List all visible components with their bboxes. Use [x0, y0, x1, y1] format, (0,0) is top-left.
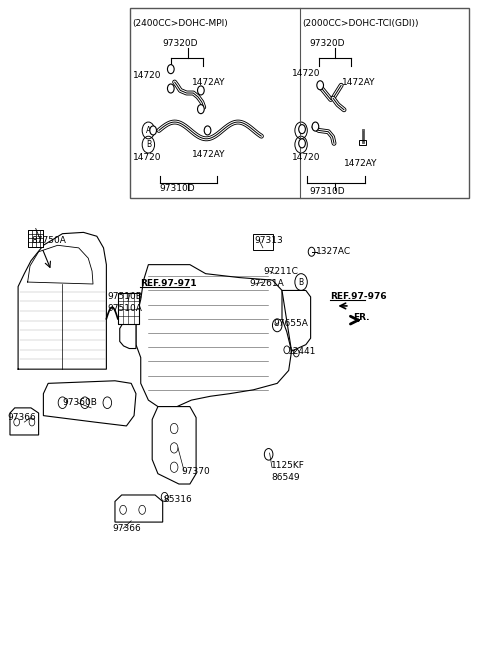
Text: 97211C: 97211C	[263, 266, 298, 275]
Text: 1472AY: 1472AY	[344, 159, 377, 168]
Circle shape	[299, 124, 305, 133]
Circle shape	[273, 319, 282, 332]
Bar	[118, 293, 139, 324]
Polygon shape	[115, 495, 163, 522]
Bar	[130, 8, 469, 198]
Circle shape	[170, 443, 178, 453]
Text: 97261A: 97261A	[250, 279, 284, 288]
Text: B: B	[299, 140, 304, 149]
Circle shape	[29, 418, 35, 426]
Text: FR.: FR.	[354, 313, 370, 322]
Text: 86549: 86549	[271, 473, 300, 482]
Polygon shape	[120, 319, 136, 349]
Circle shape	[299, 139, 305, 148]
Polygon shape	[152, 406, 196, 484]
Text: 97510A: 97510A	[108, 304, 142, 313]
Text: 97366: 97366	[112, 524, 141, 533]
Circle shape	[120, 505, 126, 515]
Circle shape	[168, 65, 174, 74]
Bar	[359, 140, 366, 145]
Circle shape	[58, 397, 67, 408]
Circle shape	[170, 462, 178, 472]
Circle shape	[161, 492, 168, 502]
Circle shape	[312, 122, 319, 131]
Text: A: A	[299, 126, 304, 135]
Polygon shape	[10, 408, 38, 435]
Text: 1472AY: 1472AY	[192, 150, 226, 159]
Text: (2400CC>DOHC-MPI): (2400CC>DOHC-MPI)	[132, 19, 228, 29]
Circle shape	[168, 84, 174, 93]
Circle shape	[264, 448, 273, 460]
Circle shape	[308, 248, 315, 256]
Text: 97320D: 97320D	[310, 39, 345, 48]
Text: 97360B: 97360B	[62, 399, 97, 407]
Text: 97366: 97366	[7, 413, 36, 422]
Text: 1327AC: 1327AC	[316, 248, 351, 256]
Text: 14720: 14720	[132, 71, 161, 80]
Text: (2000CC>DOHC-TCI(GDI)): (2000CC>DOHC-TCI(GDI))	[302, 19, 419, 29]
Text: 97655A: 97655A	[274, 319, 308, 329]
Bar	[28, 230, 43, 247]
Text: REF.97-976: REF.97-976	[330, 292, 386, 301]
Text: 97310D: 97310D	[159, 184, 195, 193]
Circle shape	[81, 397, 89, 408]
Circle shape	[150, 126, 156, 135]
Text: 1125KF: 1125KF	[271, 461, 305, 470]
Circle shape	[198, 86, 204, 95]
Circle shape	[139, 505, 145, 515]
Text: B: B	[299, 277, 304, 286]
Text: A: A	[146, 126, 151, 135]
Text: 14720: 14720	[132, 153, 161, 162]
Circle shape	[293, 349, 299, 357]
Circle shape	[204, 126, 211, 135]
Polygon shape	[282, 290, 311, 351]
Text: 14720: 14720	[292, 69, 320, 78]
Circle shape	[198, 104, 204, 113]
Polygon shape	[136, 264, 291, 406]
Circle shape	[284, 346, 289, 354]
Text: 87750A: 87750A	[31, 236, 66, 245]
Text: 14720: 14720	[292, 153, 320, 162]
Polygon shape	[43, 381, 136, 426]
Circle shape	[170, 423, 178, 434]
Text: REF.97-971: REF.97-971	[140, 279, 196, 288]
Text: 1472AY: 1472AY	[192, 78, 226, 87]
Text: 1472AY: 1472AY	[342, 78, 375, 87]
Circle shape	[14, 418, 20, 426]
Text: 97320D: 97320D	[163, 39, 198, 48]
Text: 97313: 97313	[254, 236, 283, 245]
Text: B: B	[146, 140, 151, 149]
Circle shape	[317, 81, 324, 90]
Text: 97370: 97370	[182, 467, 211, 476]
Text: 97510B: 97510B	[108, 292, 142, 301]
Bar	[253, 234, 274, 249]
Circle shape	[103, 397, 112, 408]
Text: 12441: 12441	[288, 347, 316, 356]
Text: 97310D: 97310D	[310, 187, 345, 196]
Text: 85316: 85316	[164, 495, 192, 504]
